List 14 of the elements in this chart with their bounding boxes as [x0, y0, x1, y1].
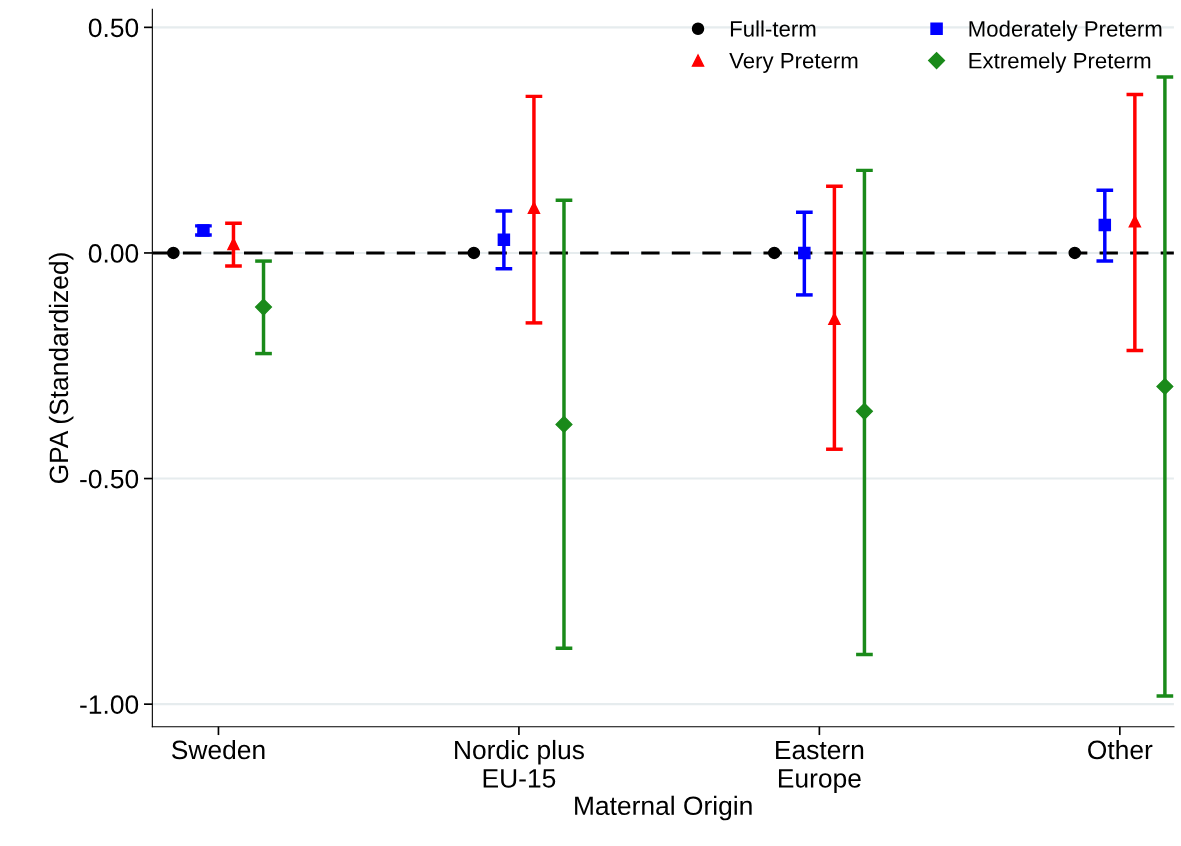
x-tick-label: Other	[1088, 739, 1153, 760]
legend-label: Moderately Preterm	[969, 20, 1162, 42]
x-axis-title: Maternal Origin	[575, 795, 752, 821]
y-tick-label: 0.00	[88, 244, 139, 263]
y-tick-label: -0.50	[80, 469, 139, 489]
legend-label: Extremely Preterm	[969, 52, 1151, 73]
y-tick-label: 0.50	[88, 18, 139, 38]
legend-label: Full-term	[730, 20, 816, 37]
x-tick-label: Sweden	[171, 739, 265, 760]
y-tick-label: -1.00	[80, 695, 139, 714]
y-axis-title: GPA (Standardized)	[48, 253, 74, 484]
x-tick-label: Nordic plus EU-15	[455, 739, 584, 788]
x-tick-label: Eastern Europe	[776, 740, 864, 793]
legend-label: Very Preterm	[729, 53, 858, 73]
